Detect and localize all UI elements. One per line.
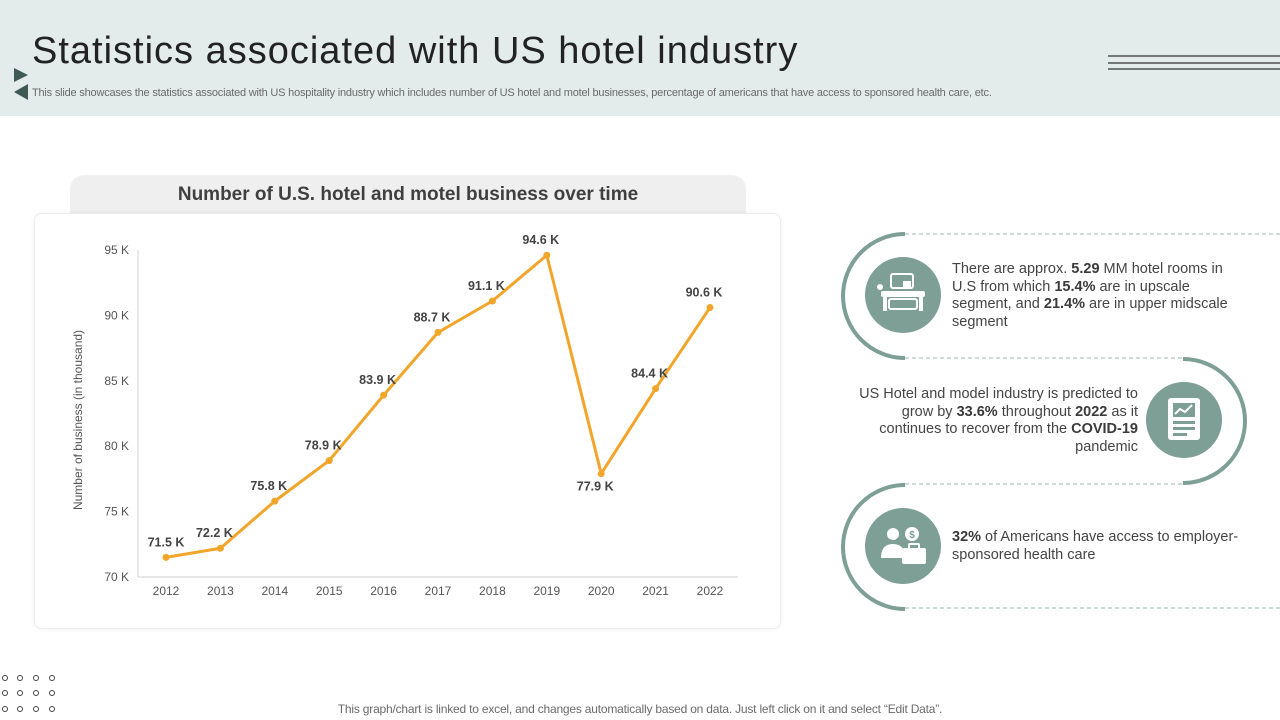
chart-card — [34, 213, 781, 629]
x-tick-label: 2016 — [370, 584, 397, 598]
data-point[interactable] — [380, 391, 388, 399]
x-tick-label: 2014 — [261, 584, 288, 598]
x-tick-label: 2017 — [425, 584, 452, 598]
y-axis-label: Number of business (in thousand) — [71, 330, 85, 510]
chart-title: Number of U.S. hotel and motel business … — [177, 184, 639, 205]
x-tick-label: 2015 — [316, 584, 343, 598]
y-tick-label: 85 K — [104, 374, 129, 388]
decorative-dots — [2, 675, 55, 712]
y-tick-label: 70 K — [104, 570, 129, 584]
x-tick-label: 2019 — [533, 584, 560, 598]
chart-title-tab — [70, 175, 746, 215]
data-point[interactable] — [216, 544, 224, 552]
header-bar — [0, 0, 1280, 116]
y-tick-label: 80 K — [104, 439, 129, 453]
data-label: 71.5 K — [148, 535, 185, 549]
data-label: 75.8 K — [250, 479, 287, 493]
data-point[interactable] — [325, 457, 333, 465]
hotel-room-icon — [865, 257, 941, 333]
x-tick-label: 2018 — [479, 584, 506, 598]
page-subtitle: This slide showcases the statistics asso… — [32, 87, 992, 99]
data-point[interactable] — [597, 470, 605, 478]
header-arrows-icon — [14, 68, 28, 100]
data-label: 88.7 K — [414, 310, 451, 324]
data-point[interactable] — [543, 251, 551, 259]
stat-hotel-rooms: There are approx. 5.29 MM hotel rooms in… — [952, 261, 1228, 330]
data-point[interactable] — [488, 297, 496, 305]
data-point[interactable] — [652, 385, 660, 393]
healthcare-benefit-icon: $ — [865, 508, 941, 584]
data-label: 83.9 K — [359, 373, 396, 387]
y-tick-label: 95 K — [104, 243, 129, 257]
y-tick-label: 75 K — [104, 505, 129, 519]
stat-industry-growth: US Hotel and model industry is predicted… — [859, 386, 1138, 455]
x-tick-label: 2020 — [588, 584, 615, 598]
data-label: 94.6 K — [522, 233, 559, 247]
growth-report-icon — [1146, 382, 1222, 458]
data-label: 72.2 K — [196, 526, 233, 540]
y-tick-label: 90 K — [104, 308, 129, 322]
svg-text:$: $ — [909, 530, 915, 541]
footer-note: This graph/chart is linked to excel, and… — [337, 702, 943, 716]
data-label: 90.6 K — [686, 286, 723, 300]
data-label: 78.9 K — [305, 439, 342, 453]
data-label: 91.1 K — [468, 279, 505, 293]
data-point[interactable] — [162, 553, 170, 561]
data-point[interactable] — [706, 304, 714, 312]
x-tick-label: 2013 — [207, 584, 234, 598]
x-tick-label: 2012 — [153, 584, 180, 598]
page-title: Statistics associated with US hotel indu… — [32, 30, 799, 72]
stat-health-care: 32% of Americans have access to employer… — [952, 529, 1239, 563]
data-label: 77.9 K — [577, 480, 614, 494]
x-tick-label: 2021 — [642, 584, 669, 598]
decorative-lines — [1108, 55, 1280, 70]
data-point[interactable] — [434, 328, 442, 336]
x-tick-label: 2022 — [697, 584, 724, 598]
data-point[interactable] — [271, 497, 279, 505]
data-label: 84.4 K — [631, 367, 668, 381]
